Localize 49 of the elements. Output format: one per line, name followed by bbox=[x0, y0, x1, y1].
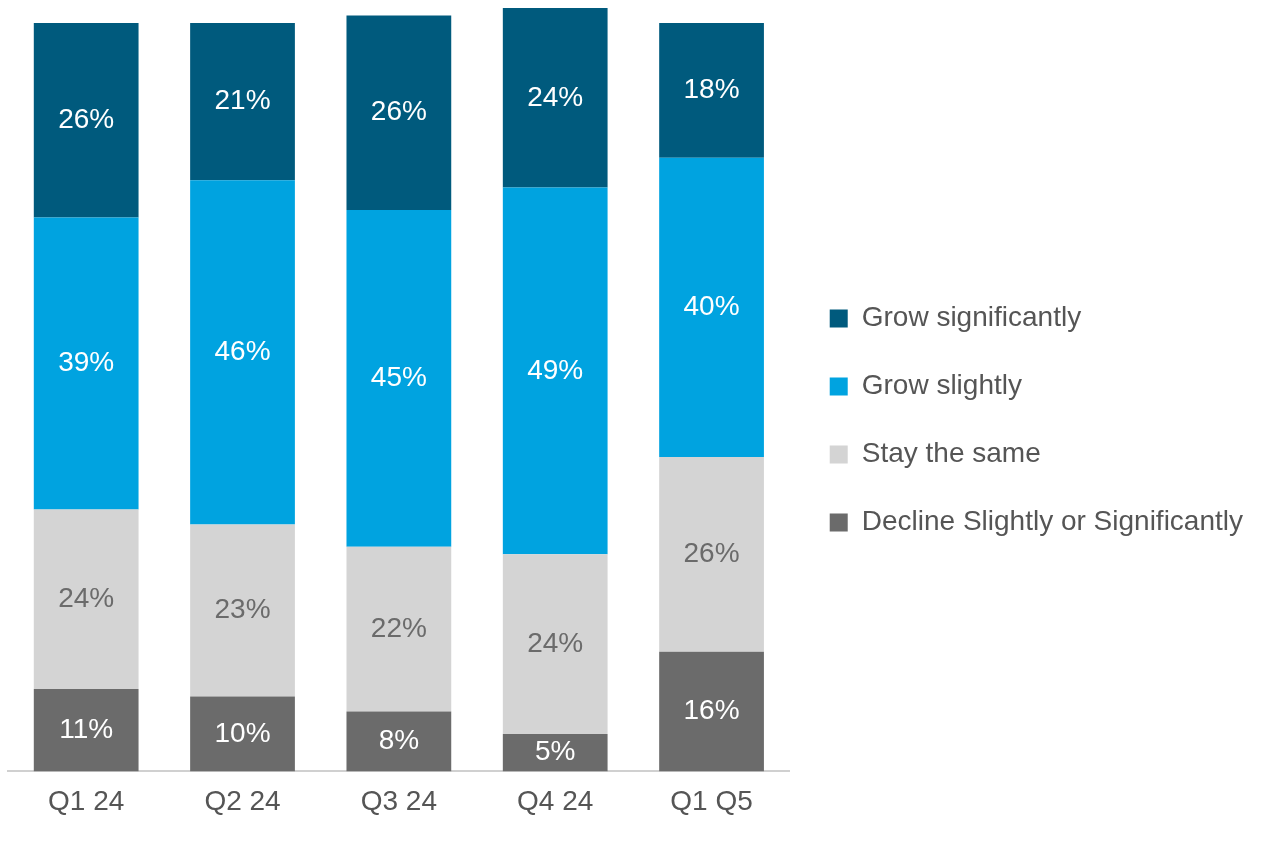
bar bbox=[659, 157, 764, 458]
bar bbox=[33, 217, 139, 510]
x-tick-label: Q4 24 bbox=[517, 784, 594, 816]
data-label: 24% bbox=[527, 80, 584, 112]
legend-label: Decline Slightly or Significantly bbox=[861, 505, 1243, 537]
data-label: 24% bbox=[527, 626, 584, 658]
data-label: 22% bbox=[370, 611, 427, 643]
data-label: 16% bbox=[683, 694, 740, 726]
bar bbox=[190, 180, 295, 525]
data-label: 26% bbox=[58, 102, 115, 134]
bar bbox=[659, 22, 764, 158]
bar bbox=[659, 457, 764, 652]
bar bbox=[346, 546, 452, 712]
x-tick-label: Q3 24 bbox=[360, 784, 437, 816]
bar bbox=[190, 22, 295, 181]
x-tick-label: Q1 24 bbox=[48, 784, 125, 816]
data-label: 40% bbox=[683, 290, 740, 322]
data-label: 46% bbox=[214, 335, 271, 366]
legend-label: Stay the same bbox=[861, 437, 1041, 469]
data-label: 11% bbox=[59, 712, 114, 744]
bar bbox=[33, 509, 139, 690]
data-label: 24% bbox=[58, 581, 115, 613]
bar bbox=[346, 711, 452, 772]
bar bbox=[33, 22, 139, 218]
data-label: 8% bbox=[378, 724, 420, 756]
data-label: 10% bbox=[214, 716, 271, 748]
bar bbox=[502, 187, 608, 555]
data-label: 26% bbox=[370, 95, 427, 127]
bar bbox=[346, 15, 452, 211]
bar bbox=[190, 524, 295, 697]
bar bbox=[502, 554, 608, 734]
data-label: 26% bbox=[683, 537, 740, 569]
data-label: 49% bbox=[527, 353, 584, 385]
bar bbox=[502, 733, 608, 772]
bar bbox=[33, 689, 139, 772]
data-label: 18% bbox=[683, 73, 740, 105]
bar bbox=[659, 651, 764, 772]
data-label: 21% bbox=[214, 84, 271, 116]
data-label: 45% bbox=[370, 361, 427, 393]
bar bbox=[346, 210, 452, 547]
x-tick-label: Q1 Q5 bbox=[670, 784, 753, 816]
bar bbox=[190, 696, 295, 772]
legend-label: Grow significantly bbox=[861, 301, 1082, 333]
data-label: 39% bbox=[58, 346, 115, 378]
bar bbox=[502, 8, 608, 188]
legend-label: Grow slightly bbox=[861, 369, 1022, 401]
x-tick-label: Q2 24 bbox=[204, 784, 281, 816]
data-label: 23% bbox=[214, 593, 271, 625]
data-label: 5% bbox=[534, 735, 576, 767]
